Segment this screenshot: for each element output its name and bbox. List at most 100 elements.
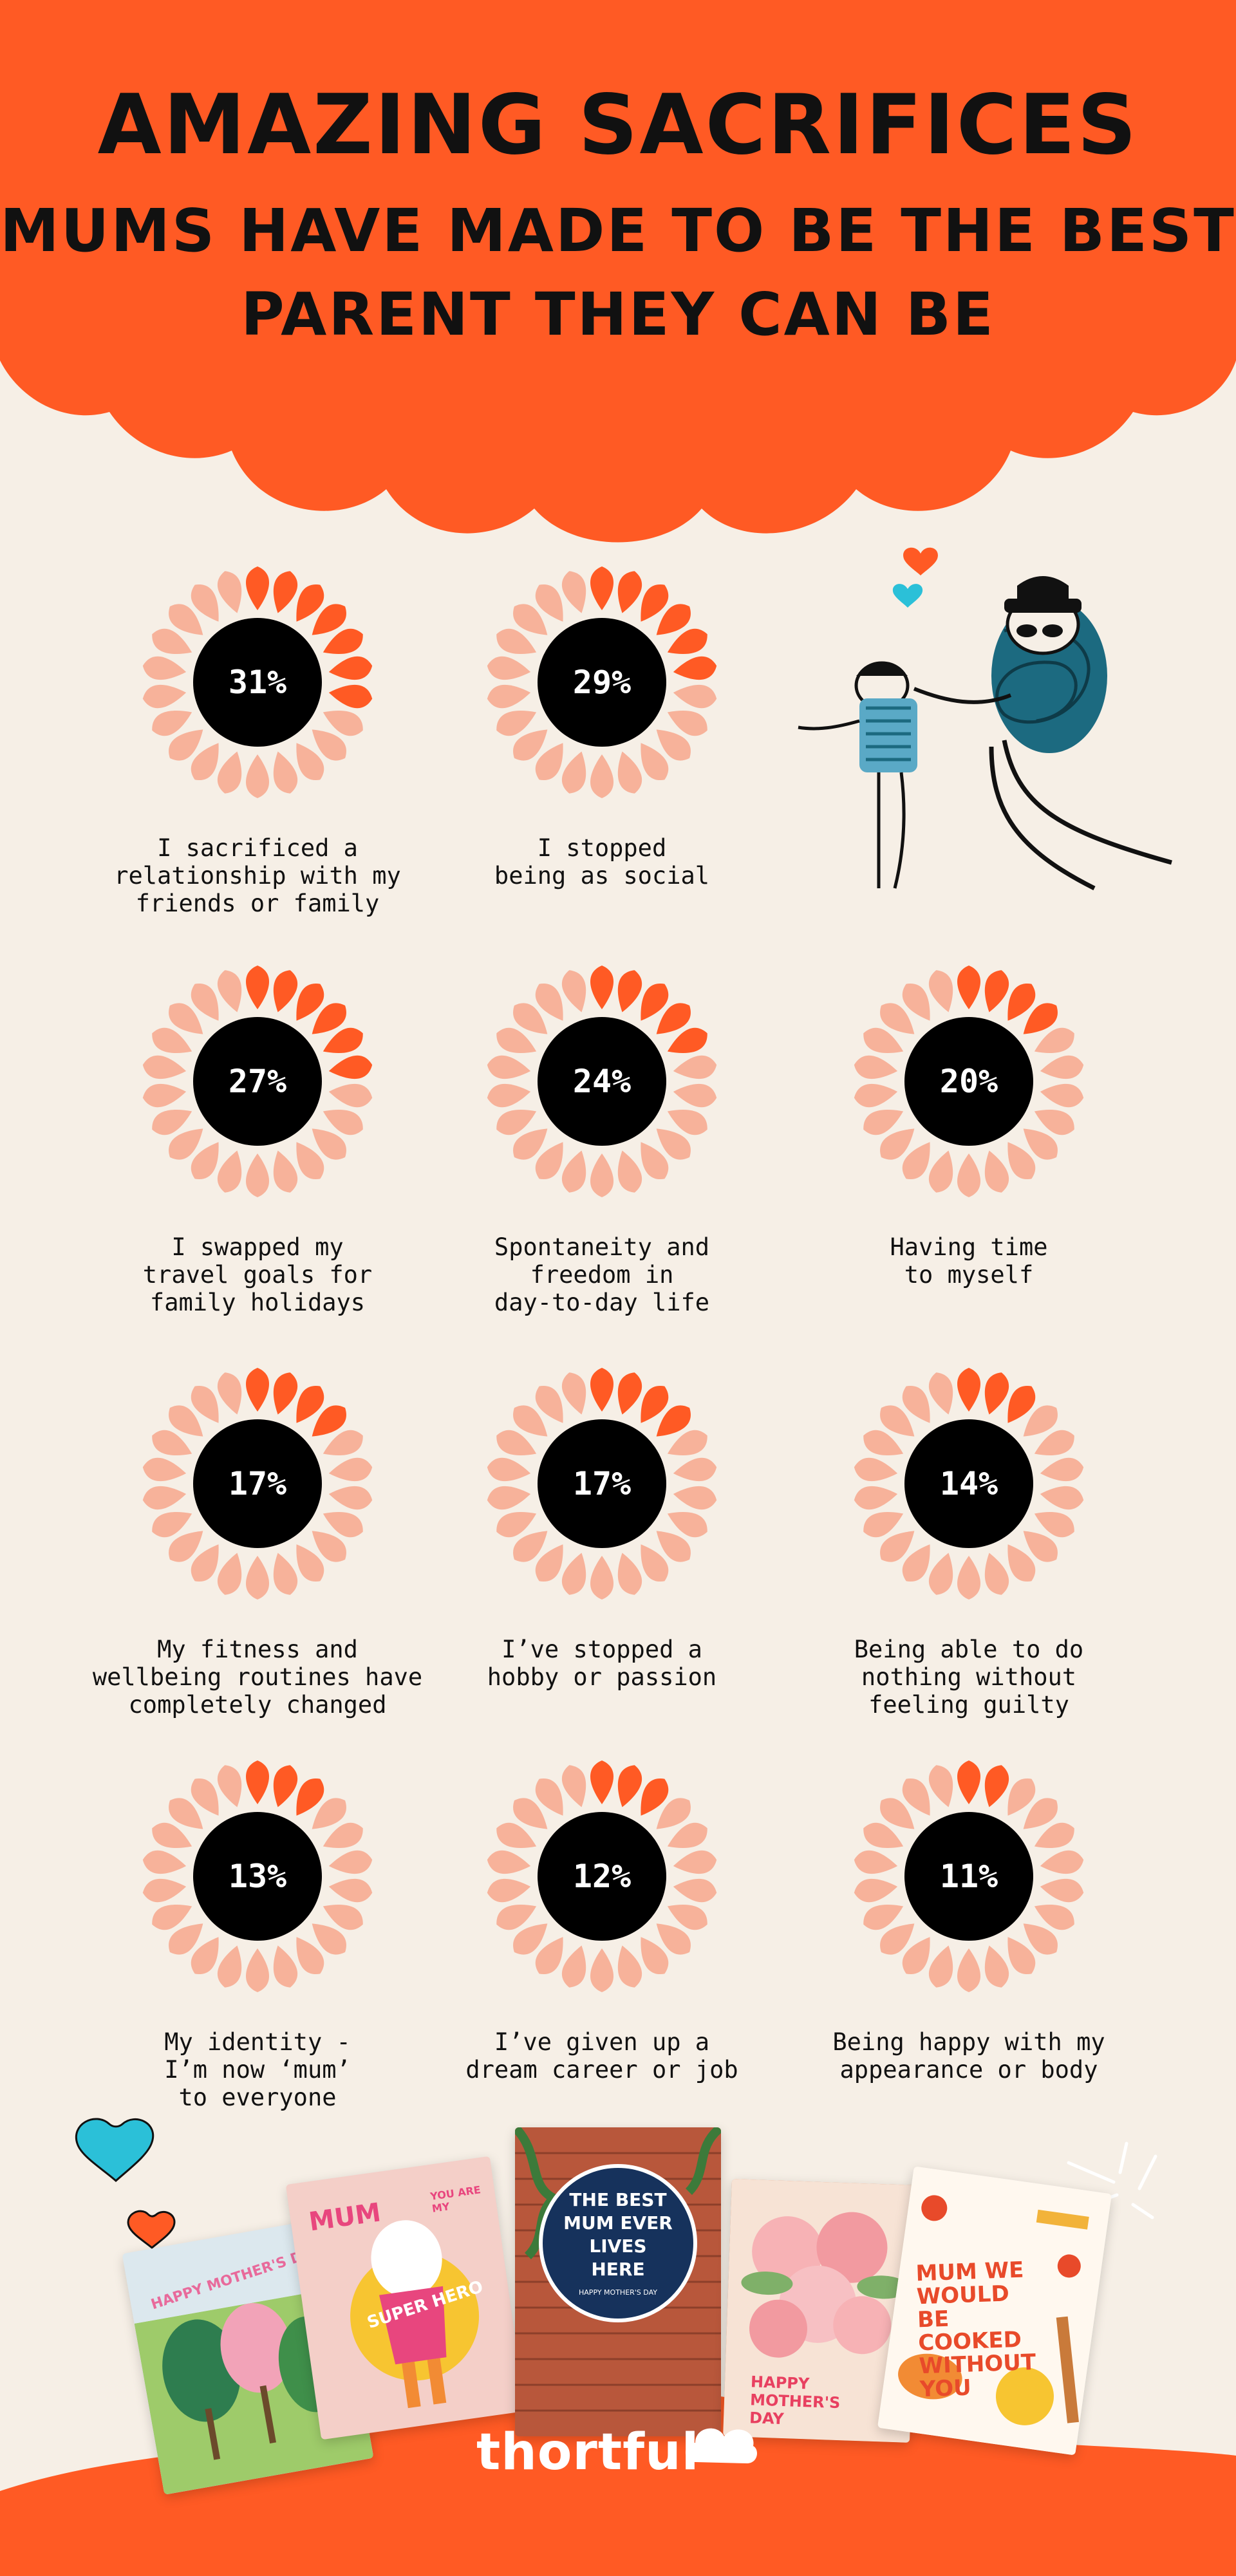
petal (854, 1850, 898, 1874)
stat-center-disc (538, 1017, 666, 1146)
petal (854, 1457, 898, 1482)
stat-label: Being happy with my appearance or body (832, 2028, 1105, 2084)
petal (169, 604, 203, 635)
petal (902, 1778, 930, 1816)
super-hero-illustration (350, 2220, 480, 2409)
stat-label: Being able to do nothing without feeling… (854, 1636, 1084, 1719)
petal (863, 1110, 904, 1135)
petal (328, 1878, 373, 1903)
petal-highlighted (656, 604, 691, 635)
petal (142, 1457, 187, 1482)
stat-flower-chart: 14% (854, 1368, 1084, 1600)
petal-highlighted (617, 970, 642, 1013)
petal-highlighted (667, 628, 707, 654)
petal (217, 1765, 242, 1807)
stat-label: Spontaneity and freedom in day-to-day li… (494, 1233, 710, 1316)
petal (328, 1457, 373, 1482)
petal (312, 1923, 346, 1955)
petal-highlighted (246, 1368, 269, 1412)
petal (880, 1531, 915, 1562)
petal (328, 1486, 373, 1510)
stat-center-disc (904, 1419, 1033, 1548)
stat-value: 29% (573, 664, 631, 701)
petal (880, 1405, 915, 1437)
petal-highlighted (273, 571, 298, 613)
petal (1023, 1923, 1058, 1955)
petal-highlighted (328, 1055, 373, 1079)
petal-highlighted (590, 566, 613, 610)
petal (1023, 1531, 1058, 1562)
petal (1040, 1486, 1084, 1510)
stat-flower-chart: 12% (487, 1760, 717, 1992)
petal (273, 751, 298, 794)
petal-highlighted (957, 966, 980, 1009)
petal (246, 1948, 269, 1992)
petal (513, 1003, 548, 1034)
petal (535, 1544, 563, 1582)
petal (854, 1486, 898, 1510)
stat-center-disc (538, 618, 666, 747)
petal (217, 970, 242, 1013)
petal (641, 743, 669, 781)
petal-highlighted (246, 1760, 269, 1804)
petal (323, 1110, 363, 1135)
petal (169, 1798, 203, 1829)
stat-flower-chart: 13% (142, 1760, 373, 1992)
petal (902, 1142, 930, 1180)
petal (590, 1948, 613, 1992)
heart-icon (75, 2118, 176, 2249)
petal (561, 1765, 586, 1807)
petal (984, 1553, 1009, 1595)
stat-label: I swapped my travel goals for family hol… (142, 1233, 373, 1316)
petal (496, 1430, 537, 1455)
petal (142, 1083, 187, 1108)
stat-center-disc (193, 1812, 322, 1941)
petal (191, 743, 219, 781)
petal (1034, 1430, 1074, 1455)
petal-highlighted (617, 571, 642, 613)
stat-item: 29% I stopped being as social (422, 560, 782, 890)
petal (590, 754, 613, 798)
stat-value: 11% (940, 1858, 998, 1895)
stat-item: 31% I sacrificed a relationship with my f… (77, 560, 438, 917)
petal (152, 711, 192, 736)
petal (535, 1778, 563, 1816)
petal-highlighted (617, 1765, 642, 1807)
stat-item: 27% I swapped my travel goals for family … (77, 959, 438, 1316)
card-4-text: HAPPY MOTHER'S DAY (749, 2373, 841, 2429)
petal (169, 729, 203, 761)
petal (1034, 1110, 1074, 1135)
petal (246, 1153, 269, 1197)
petal (323, 1512, 363, 1538)
petal-highlighted (273, 1765, 298, 1807)
petal (656, 1531, 691, 1562)
stat-item: 11% Being happy with my appearance or bod… (789, 1754, 1149, 2084)
petal (617, 1553, 642, 1595)
petal-highlighted (957, 1760, 980, 1804)
stat-value: 17% (573, 1465, 631, 1502)
petal (667, 1822, 707, 1848)
petal-highlighted (957, 1368, 980, 1412)
petal-highlighted (641, 584, 669, 622)
card-best-mum-ever: THE BEST MUM EVER LIVES HERE HAPPY MOTHE… (515, 2127, 721, 2436)
petal (1007, 1544, 1036, 1582)
petal (617, 751, 642, 794)
petal (273, 1553, 298, 1595)
petal (667, 1110, 707, 1135)
petal (152, 1027, 192, 1053)
petal (217, 1945, 242, 1988)
petal (673, 1055, 717, 1079)
petal (142, 1055, 187, 1079)
stat-item: 14% Being able to do nothing without feel… (789, 1361, 1149, 1719)
petal (191, 1778, 219, 1816)
card-super-hero-mum: MUM YOU ARE MY SUPER HERO (285, 2156, 526, 2440)
stat-center-disc (538, 1812, 666, 1941)
stat-center-disc (538, 1419, 666, 1548)
petal-highlighted (312, 1003, 346, 1034)
petal-highlighted (273, 970, 298, 1013)
stat-center-disc (904, 1812, 1033, 1941)
petal (1034, 1027, 1074, 1053)
petal (902, 1385, 930, 1423)
petal (191, 983, 219, 1021)
petal (854, 1083, 898, 1108)
